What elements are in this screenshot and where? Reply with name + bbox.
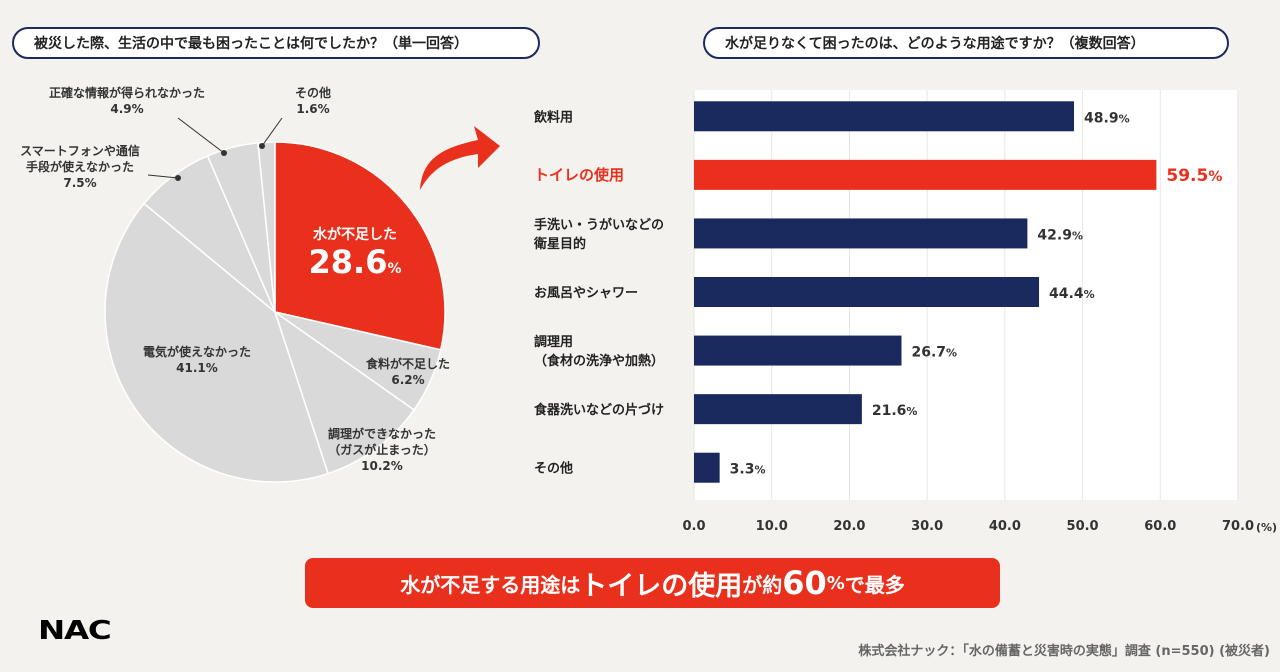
x-tick-label: 40.0 bbox=[989, 519, 1021, 534]
pie-slice-label: （ガスが止まった） bbox=[328, 442, 436, 457]
value-label: 42.9% bbox=[1037, 227, 1083, 243]
banner-number: 60 bbox=[782, 564, 827, 602]
value-label: 48.9% bbox=[1084, 110, 1130, 126]
bar bbox=[694, 218, 1028, 249]
pie-slice-value: 41.1% bbox=[176, 361, 218, 375]
category-label: （食材の洗浄や加熱） bbox=[534, 353, 664, 369]
pie-slice bbox=[257, 141, 276, 313]
banner-text-3: で最多 bbox=[844, 572, 905, 597]
pie-slice-label: スマートフォンや通信 bbox=[20, 143, 140, 158]
x-tick-label: 30.0 bbox=[911, 519, 943, 534]
bar bbox=[694, 277, 1040, 307]
category-label: お風呂やシャワー bbox=[534, 286, 638, 301]
category-label: トイレの使用 bbox=[534, 166, 624, 184]
value-label: 3.3% bbox=[730, 462, 766, 478]
banner-unit: % bbox=[826, 572, 845, 594]
company-logo: NAC bbox=[38, 616, 112, 646]
banner-text-highlight: トイレの使用 bbox=[580, 570, 743, 602]
x-tick-label: 20.0 bbox=[833, 519, 865, 534]
leader-line bbox=[177, 117, 225, 154]
pie-slice-label: 水が不足した bbox=[313, 226, 397, 243]
pie-slice-value: 6.2% bbox=[391, 373, 424, 387]
pie-slice-value: 28.6% bbox=[309, 243, 402, 281]
value-label: 44.4% bbox=[1049, 286, 1095, 302]
leader-dot bbox=[175, 175, 181, 181]
bar bbox=[694, 159, 1157, 190]
pie-slice bbox=[273, 310, 416, 475]
leader-dot bbox=[221, 150, 227, 156]
bar-chart: 0.0 10.0 20.0 30.0 40.0 50.0 60.0 70.0 (%) 飲料用 48.… bbox=[533, 90, 1277, 534]
pie-question-title: 被災した際、生活の中で最も困ったことは何でしたか？（単一回答） bbox=[12, 27, 540, 59]
pie-slice-value: 4.9% bbox=[110, 102, 143, 116]
source-note: 株式会社ナック：「水の備蓄と災害時の実態」調査 (n=550) (被災者) bbox=[858, 644, 1270, 659]
arrow-icon bbox=[420, 126, 500, 190]
pie-slice-label: 食料が不足した bbox=[365, 356, 450, 371]
leader-line bbox=[147, 174, 179, 179]
category-label: 手洗い・うがいなどの bbox=[534, 217, 664, 233]
x-tick-label: 0.0 bbox=[682, 519, 705, 534]
pie-slice-label: 電気が使えなかった bbox=[143, 344, 251, 359]
x-tick-label: 70.0 bbox=[1222, 519, 1254, 534]
x-tick-label: 60.0 bbox=[1144, 519, 1176, 534]
pie-slice bbox=[274, 141, 446, 351]
leader-dot bbox=[259, 143, 265, 149]
x-tick-label: 10.0 bbox=[756, 519, 788, 534]
pie-slice-label: 調理ができなかった bbox=[328, 426, 436, 441]
pie-slice-value: 1.6% bbox=[296, 102, 329, 116]
conclusion-banner: 水が不足する用途は トイレの使用 が約 60 % で最多 bbox=[305, 558, 1000, 608]
leader-line bbox=[261, 117, 283, 147]
pie-slice-value: 10.2% bbox=[361, 459, 403, 473]
banner-text-2: が約 bbox=[742, 572, 783, 597]
pie-slice-value: 7.5% bbox=[63, 176, 96, 190]
pie-slice-label: 正確な情報が得られなかった bbox=[49, 85, 205, 100]
bar bbox=[694, 335, 902, 366]
value-label: 21.6% bbox=[872, 403, 918, 419]
value-label: 26.7% bbox=[911, 345, 957, 361]
bar bbox=[694, 452, 720, 483]
category-label: その他 bbox=[534, 461, 573, 477]
category-label: 調理用 bbox=[534, 334, 573, 350]
bar-question-title: 水が足りなくて困ったのは、どのような用途ですか？（複数回答） bbox=[703, 27, 1229, 59]
banner-text-1: 水が不足する用途は bbox=[400, 572, 581, 597]
category-label: 衛星目的 bbox=[533, 236, 586, 252]
value-label: 59.5% bbox=[1166, 166, 1222, 186]
category-label: 飲料用 bbox=[533, 109, 573, 125]
bar bbox=[694, 394, 862, 425]
pie-slice bbox=[104, 202, 329, 483]
category-label: 食器洗いなどの片づけ bbox=[534, 402, 664, 418]
x-tick-label: 50.0 bbox=[1067, 519, 1099, 534]
bar bbox=[694, 101, 1075, 132]
pie-slice-label: その他 bbox=[295, 85, 331, 100]
pie-slice-label: 手段が使えなかった bbox=[26, 159, 134, 174]
x-axis-unit: (%) bbox=[1256, 521, 1277, 534]
